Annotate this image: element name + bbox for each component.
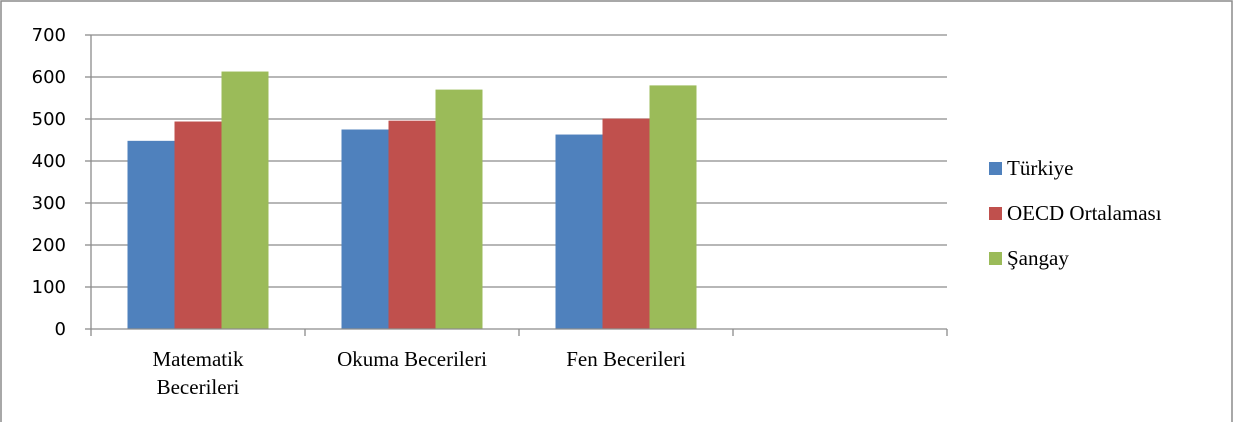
legend: Türkiye OECD Ortalaması Şangay bbox=[989, 156, 1162, 270]
legend-swatch bbox=[989, 207, 1002, 220]
legend-swatch bbox=[989, 252, 1002, 265]
y-tick-label: 400 bbox=[32, 151, 66, 172]
y-tick-label: 600 bbox=[32, 67, 66, 88]
bar-1-1 bbox=[388, 120, 436, 330]
legend-label: Şangay bbox=[1007, 246, 1069, 270]
y-tick-label: 700 bbox=[32, 25, 66, 46]
x-category-labels: Matematik Becerileri Okuma Becerileri Fen B… bbox=[153, 347, 686, 399]
y-tick-label: 200 bbox=[32, 235, 66, 256]
bar-2-1 bbox=[435, 89, 483, 329]
legend-swatch bbox=[989, 162, 1002, 175]
bar-1-2 bbox=[602, 118, 650, 329]
bar-2-0 bbox=[221, 71, 269, 329]
y-tick-label: 0 bbox=[55, 319, 66, 340]
bar-0-2 bbox=[555, 134, 603, 329]
bar-0-0 bbox=[127, 140, 175, 329]
bar-0-1 bbox=[341, 129, 389, 329]
y-tick-labels: 0 100 200 300 400 500 600 700 bbox=[32, 25, 66, 340]
x-category-label: Becerileri bbox=[157, 375, 240, 399]
x-category-label: Matematik bbox=[153, 347, 244, 371]
bar-1-0 bbox=[174, 121, 222, 330]
x-category-label: Fen Becerileri bbox=[566, 347, 686, 371]
bar-2-2 bbox=[649, 85, 697, 330]
axes bbox=[90, 35, 948, 336]
y-tick-label: 300 bbox=[32, 193, 66, 214]
y-tick-label: 500 bbox=[32, 109, 66, 130]
bars bbox=[127, 71, 697, 330]
legend-label: Türkiye bbox=[1007, 156, 1073, 180]
y-tick-label: 100 bbox=[32, 277, 66, 298]
x-category-label: Okuma Becerileri bbox=[337, 347, 487, 371]
legend-label: OECD Ortalaması bbox=[1007, 201, 1162, 225]
